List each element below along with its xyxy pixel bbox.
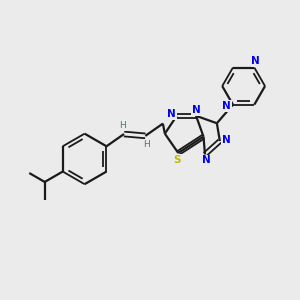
- Text: S: S: [174, 154, 181, 164]
- Text: N: N: [222, 101, 231, 111]
- Text: N: N: [167, 109, 176, 119]
- Text: N: N: [222, 135, 231, 145]
- Text: H: H: [119, 121, 126, 130]
- Text: N: N: [202, 155, 211, 165]
- Text: H: H: [143, 140, 150, 148]
- Text: N: N: [192, 105, 201, 115]
- Text: N: N: [251, 56, 260, 66]
